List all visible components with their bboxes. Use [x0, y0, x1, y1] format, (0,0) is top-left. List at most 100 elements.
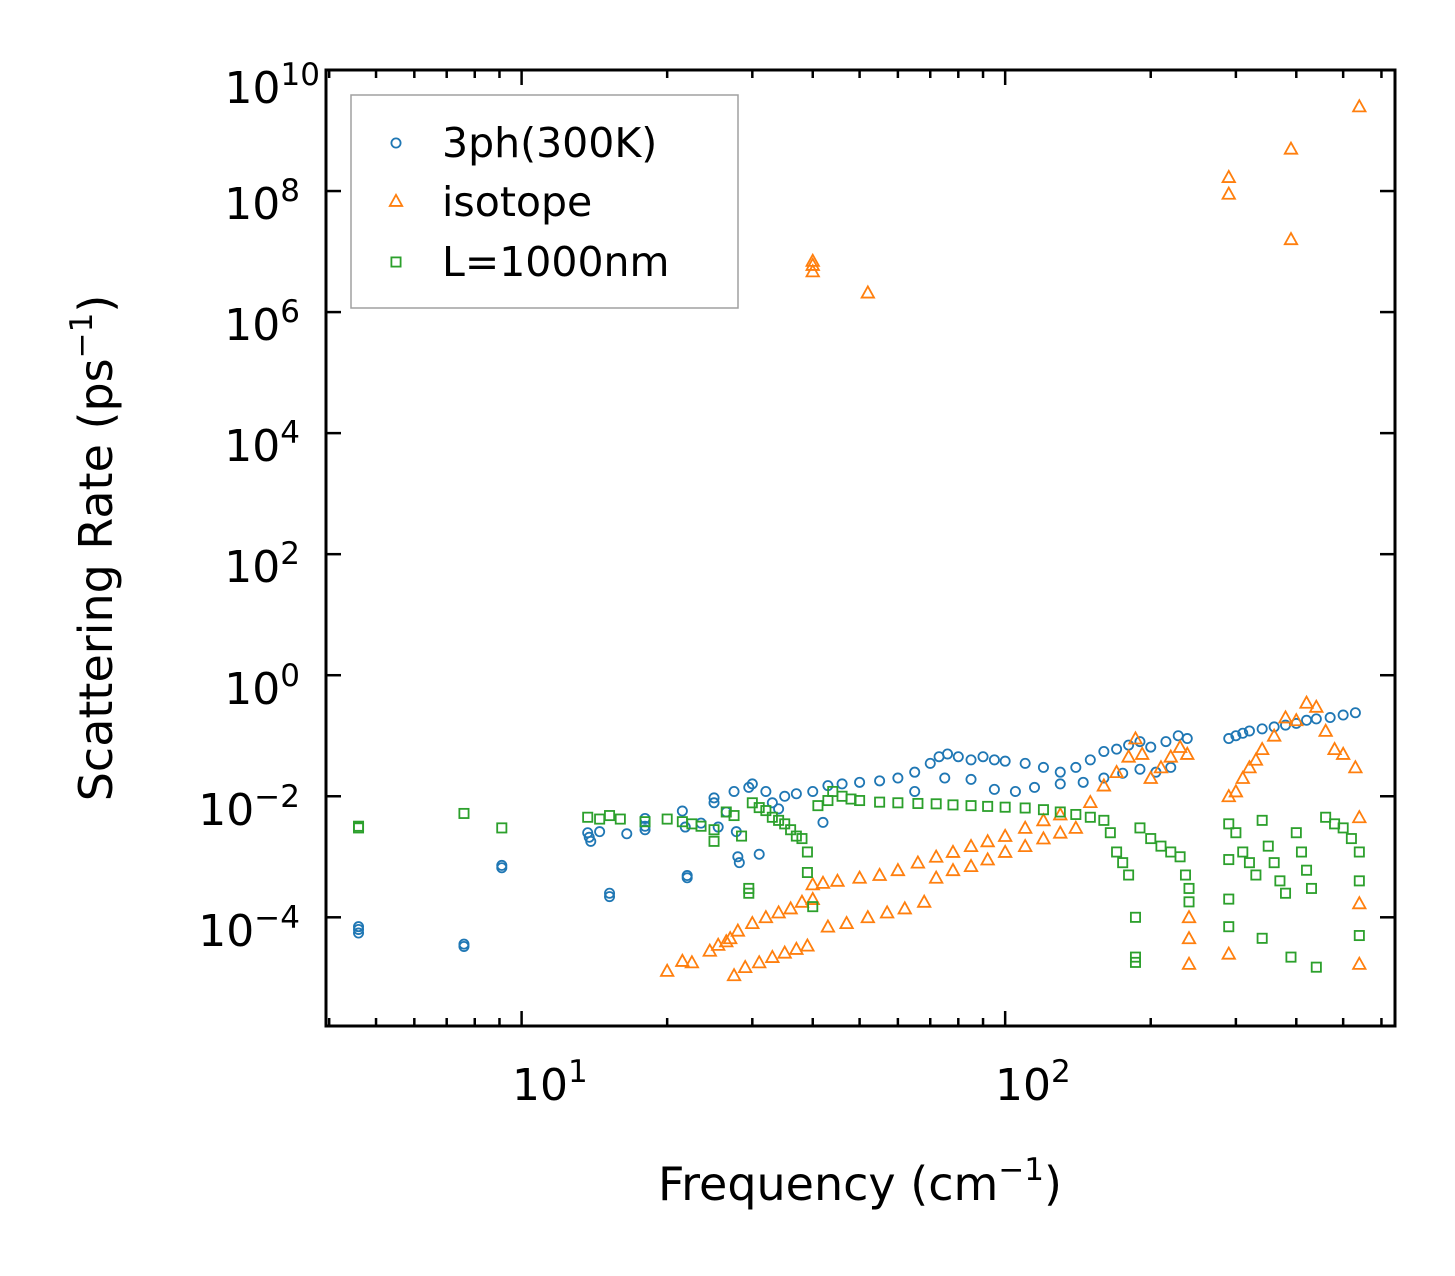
data-point: [1228, 783, 1244, 798]
data-point: [897, 900, 913, 915]
data-point: [928, 848, 944, 863]
data-point: [1256, 723, 1268, 735]
data-point: [1035, 830, 1052, 845]
series-2: [353, 785, 1365, 973]
data-point: [676, 805, 688, 817]
data-point: [776, 944, 793, 959]
data-point: [790, 788, 802, 800]
data-point: [1019, 757, 1031, 769]
data-points: [353, 98, 1368, 982]
data-point: [916, 893, 932, 908]
data-point: [1347, 759, 1364, 774]
data-point: [681, 872, 693, 884]
data-point: [1320, 811, 1332, 823]
data-point: [812, 800, 824, 812]
data-point: [965, 754, 977, 766]
data-point: [1153, 759, 1169, 774]
y-axis-label: Scattering Rate (ps−1): [64, 295, 123, 802]
x-tick-label: 101: [512, 1054, 588, 1111]
data-point: [1035, 812, 1052, 827]
x-tick-labels: 101 102: [512, 1054, 1071, 1111]
data-point: [708, 797, 720, 809]
data-point: [1345, 833, 1357, 845]
data-point: [730, 922, 746, 937]
data-point: [582, 811, 594, 823]
data-point: [1223, 893, 1235, 905]
data-point: [1283, 140, 1299, 155]
data-point: [1308, 698, 1325, 713]
data-point: [737, 959, 753, 974]
data-point: [353, 822, 365, 834]
data-point: [1104, 827, 1116, 839]
data-point: [1295, 846, 1307, 858]
y-tick-label: 104: [224, 415, 300, 472]
data-point: [1310, 961, 1322, 973]
data-point: [1353, 846, 1365, 858]
y-tick-label: 10−4: [198, 900, 300, 957]
data-point: [782, 900, 799, 915]
data-point: [594, 813, 606, 825]
data-point: [930, 798, 942, 810]
axis-ticks: [326, 68, 1395, 1026]
data-point: [1145, 741, 1157, 753]
data-point: [1181, 930, 1197, 945]
data-point: [753, 802, 765, 814]
data-point: [1037, 761, 1049, 773]
data-point: [639, 816, 651, 828]
data-point: [1165, 761, 1177, 773]
data-point: [1235, 769, 1251, 784]
data-point: [661, 813, 673, 825]
data-point: [496, 862, 508, 874]
data-point: [496, 822, 508, 834]
data-point: [1324, 712, 1336, 724]
data-point: [910, 854, 926, 869]
data-point: [1172, 739, 1188, 753]
data-point: [1129, 956, 1141, 968]
data-point: [1054, 778, 1066, 790]
data-point: [1221, 945, 1237, 960]
data-point: [1335, 745, 1351, 760]
data-point: [779, 818, 791, 830]
data-point: [743, 781, 755, 793]
data-point: [1134, 763, 1146, 775]
data-point: [1054, 766, 1066, 778]
legend-marker-triangle: [388, 192, 404, 207]
data-point: [1351, 895, 1368, 910]
data-point: [751, 954, 767, 969]
data-point: [892, 797, 904, 809]
data-point: [1280, 887, 1292, 899]
data-point: [695, 817, 707, 829]
data-point: [988, 783, 1000, 795]
data-point: [790, 830, 802, 842]
data-point: [805, 891, 821, 905]
data-point: [753, 848, 765, 860]
data-point: [1353, 875, 1365, 887]
data-point: [766, 797, 778, 809]
data-point: [1305, 882, 1317, 894]
data-point: [1123, 739, 1135, 751]
data-point: [860, 284, 876, 299]
data-point: [997, 828, 1013, 842]
y-tick-label: 108: [224, 173, 300, 230]
data-point: [1129, 911, 1141, 923]
data-point: [874, 775, 886, 787]
data-point: [1181, 909, 1197, 924]
data-point: [1183, 882, 1195, 894]
data-point: [764, 949, 781, 963]
data-point: [1127, 730, 1144, 745]
data-point: [604, 887, 616, 899]
legend-label-isotope: isotope: [442, 178, 592, 226]
data-point: [805, 876, 821, 891]
data-point: [728, 785, 740, 797]
data-point: [1029, 781, 1041, 793]
data-point: [1277, 709, 1294, 724]
data-point: [820, 918, 836, 933]
data-point: [1351, 809, 1368, 824]
data-point: [1237, 846, 1249, 858]
data-point: [1134, 822, 1146, 834]
data-point: [1123, 869, 1135, 881]
data-point: [708, 835, 720, 847]
data-point: [1120, 748, 1137, 763]
data-point: [458, 807, 470, 819]
data-point: [1077, 776, 1089, 788]
